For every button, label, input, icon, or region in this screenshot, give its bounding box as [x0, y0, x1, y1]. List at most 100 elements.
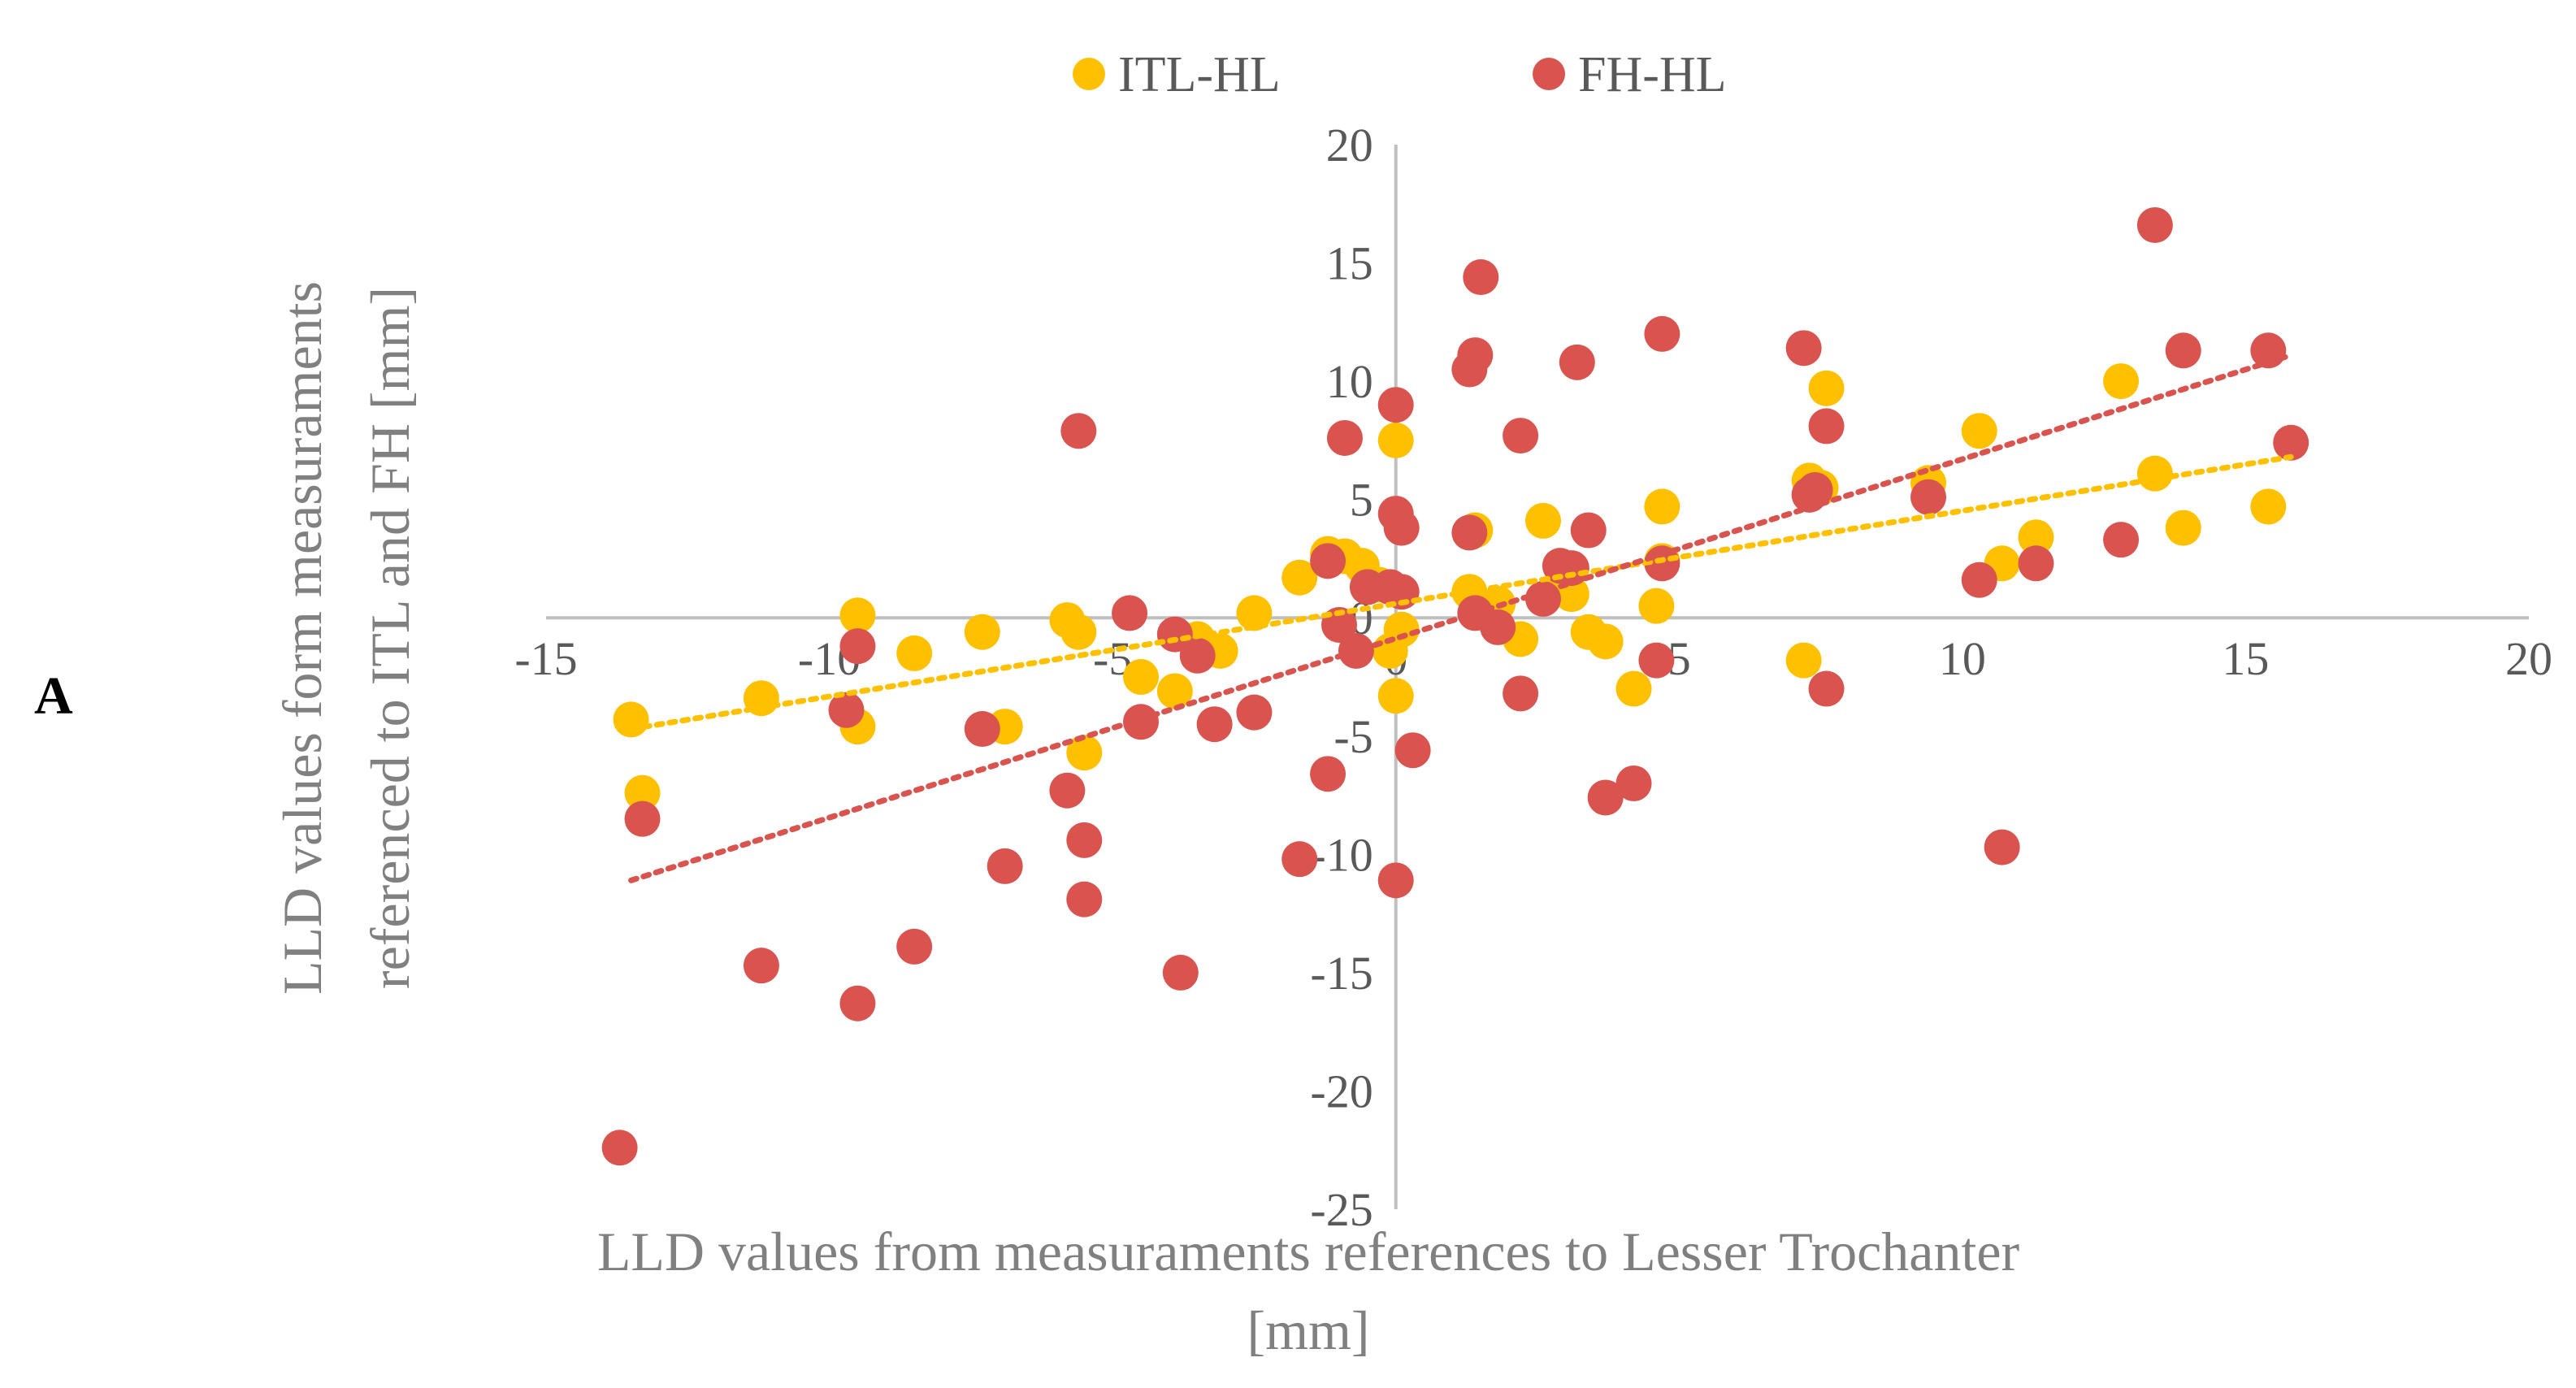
y-tick-label: 10 — [1326, 355, 1373, 408]
point-fh-hl — [1310, 543, 1347, 579]
point-fh-hl — [1236, 694, 1273, 731]
point-fh-hl — [1587, 779, 1624, 816]
point-itl-hl — [839, 597, 876, 634]
point-fh-hl — [1383, 510, 1420, 546]
point-fh-hl — [1615, 766, 1652, 801]
point-fh-hl — [828, 692, 865, 728]
point-itl-hl — [1156, 673, 1193, 709]
point-fh-hl — [1066, 881, 1103, 917]
trendlines — [628, 352, 2294, 883]
point-fh-hl — [896, 928, 933, 965]
point-fh-hl — [2165, 332, 2201, 369]
point-itl-hl — [1066, 735, 1103, 771]
point-fh-hl — [1049, 772, 1086, 809]
point-itl-hl — [1785, 642, 1822, 679]
point-fh-hl — [1377, 387, 1414, 423]
point-fh-hl — [1503, 418, 1539, 454]
point-fh-hl — [2273, 424, 2309, 461]
point-fh-hl — [1984, 829, 2020, 865]
point-fh-hl — [2136, 206, 2173, 243]
point-fh-hl — [1112, 595, 1148, 631]
point-fh-hl — [1383, 574, 1420, 610]
x-axis-title: LLD values from measuraments references … — [597, 1221, 2020, 1361]
point-fh-hl — [1785, 330, 1822, 367]
y-axis-title-line-1: LLD values form measuraments — [271, 281, 333, 995]
y-tick-label: 5 — [1350, 474, 1373, 527]
legend-label-fh-hl: FH-HL — [1578, 47, 1727, 102]
point-fh-hl — [839, 628, 876, 665]
y-axis-title: LLD values form measuraments referenced … — [271, 281, 421, 995]
point-fh-hl — [1644, 315, 1680, 352]
point-itl-hl — [1377, 422, 1414, 458]
axes — [546, 145, 2529, 1209]
point-fh-hl — [1394, 732, 1431, 769]
point-fh-hl — [1808, 670, 1845, 707]
point-fh-hl — [1480, 609, 1516, 645]
point-fh-hl — [2103, 522, 2140, 558]
trendline-fh-hl — [628, 352, 2294, 883]
y-tick-label: 20 — [1326, 119, 1373, 171]
legend-marker-fh-hl — [1533, 58, 1565, 90]
point-fh-hl — [1559, 344, 1595, 380]
point-itl-hl — [2103, 363, 2140, 400]
y-tick-label: -20 — [1310, 1065, 1373, 1117]
point-itl-hl — [2250, 488, 2287, 525]
point-itl-hl — [896, 635, 933, 671]
point-fh-hl — [1503, 675, 1539, 712]
x-axis-title-line-1: LLD values from measuraments references … — [597, 1221, 2020, 1282]
point-fh-hl — [1281, 841, 1318, 878]
point-fh-hl — [743, 948, 779, 984]
point-itl-hl — [1961, 413, 1997, 449]
point-fh-hl — [1910, 479, 1947, 515]
point-fh-hl — [964, 711, 1000, 748]
point-fh-hl — [624, 800, 661, 837]
point-itl-hl — [1524, 502, 1561, 539]
point-fh-hl — [1451, 514, 1488, 551]
point-fh-hl — [1638, 642, 1675, 679]
y-tick-label: -5 — [1334, 710, 1373, 763]
point-itl-hl — [1377, 678, 1414, 714]
point-fh-hl — [1961, 562, 1997, 598]
point-itl-hl — [1587, 623, 1624, 660]
point-fh-hl — [1808, 408, 1845, 445]
point-itl-hl — [1123, 659, 1159, 695]
point-fh-hl — [1377, 862, 1414, 899]
point-itl-hl — [964, 614, 1000, 650]
point-itl-hl — [1281, 559, 1318, 596]
point-fh-hl — [1196, 706, 1233, 743]
point-fh-hl — [601, 1130, 638, 1166]
point-fh-hl — [1326, 419, 1363, 456]
y-tick-label: -10 — [1310, 828, 1373, 881]
point-fh-hl — [987, 848, 1023, 884]
data-points — [601, 206, 2309, 1166]
point-itl-hl — [2018, 519, 2054, 556]
point-fh-hl — [1066, 822, 1103, 858]
point-fh-hl — [1162, 954, 1199, 991]
point-itl-hl — [2165, 510, 2201, 546]
point-fh-hl — [1570, 512, 1607, 549]
point-itl-hl — [1060, 614, 1097, 650]
legend: ITL-HL FH-HL — [1073, 47, 1727, 102]
legend-marker-itl-hl — [1073, 58, 1105, 90]
point-fh-hl — [1457, 337, 1494, 374]
point-itl-hl — [1236, 595, 1273, 631]
point-itl-hl — [1615, 670, 1652, 707]
trendline-itl-hl — [628, 453, 2294, 732]
y-tick-label: -25 — [1310, 1183, 1373, 1236]
point-itl-hl — [1644, 488, 1680, 525]
point-fh-hl — [1310, 756, 1347, 792]
point-itl-hl — [2136, 455, 2173, 492]
legend-label-itl-hl: ITL-HL — [1118, 47, 1281, 102]
point-itl-hl — [1808, 370, 1845, 406]
y-axis-title-line-2: referenced to ITL and FH [mm] — [359, 287, 421, 989]
point-fh-hl — [1463, 259, 1499, 296]
x-tick-label: 10 — [1939, 632, 1986, 685]
point-fh-hl — [1156, 616, 1193, 653]
x-tick-label: 15 — [2222, 632, 2269, 685]
point-fh-hl — [1179, 637, 1216, 674]
point-fh-hl — [839, 985, 876, 1021]
y-tick-label: -15 — [1310, 947, 1373, 1000]
panel-label: A — [34, 666, 73, 726]
